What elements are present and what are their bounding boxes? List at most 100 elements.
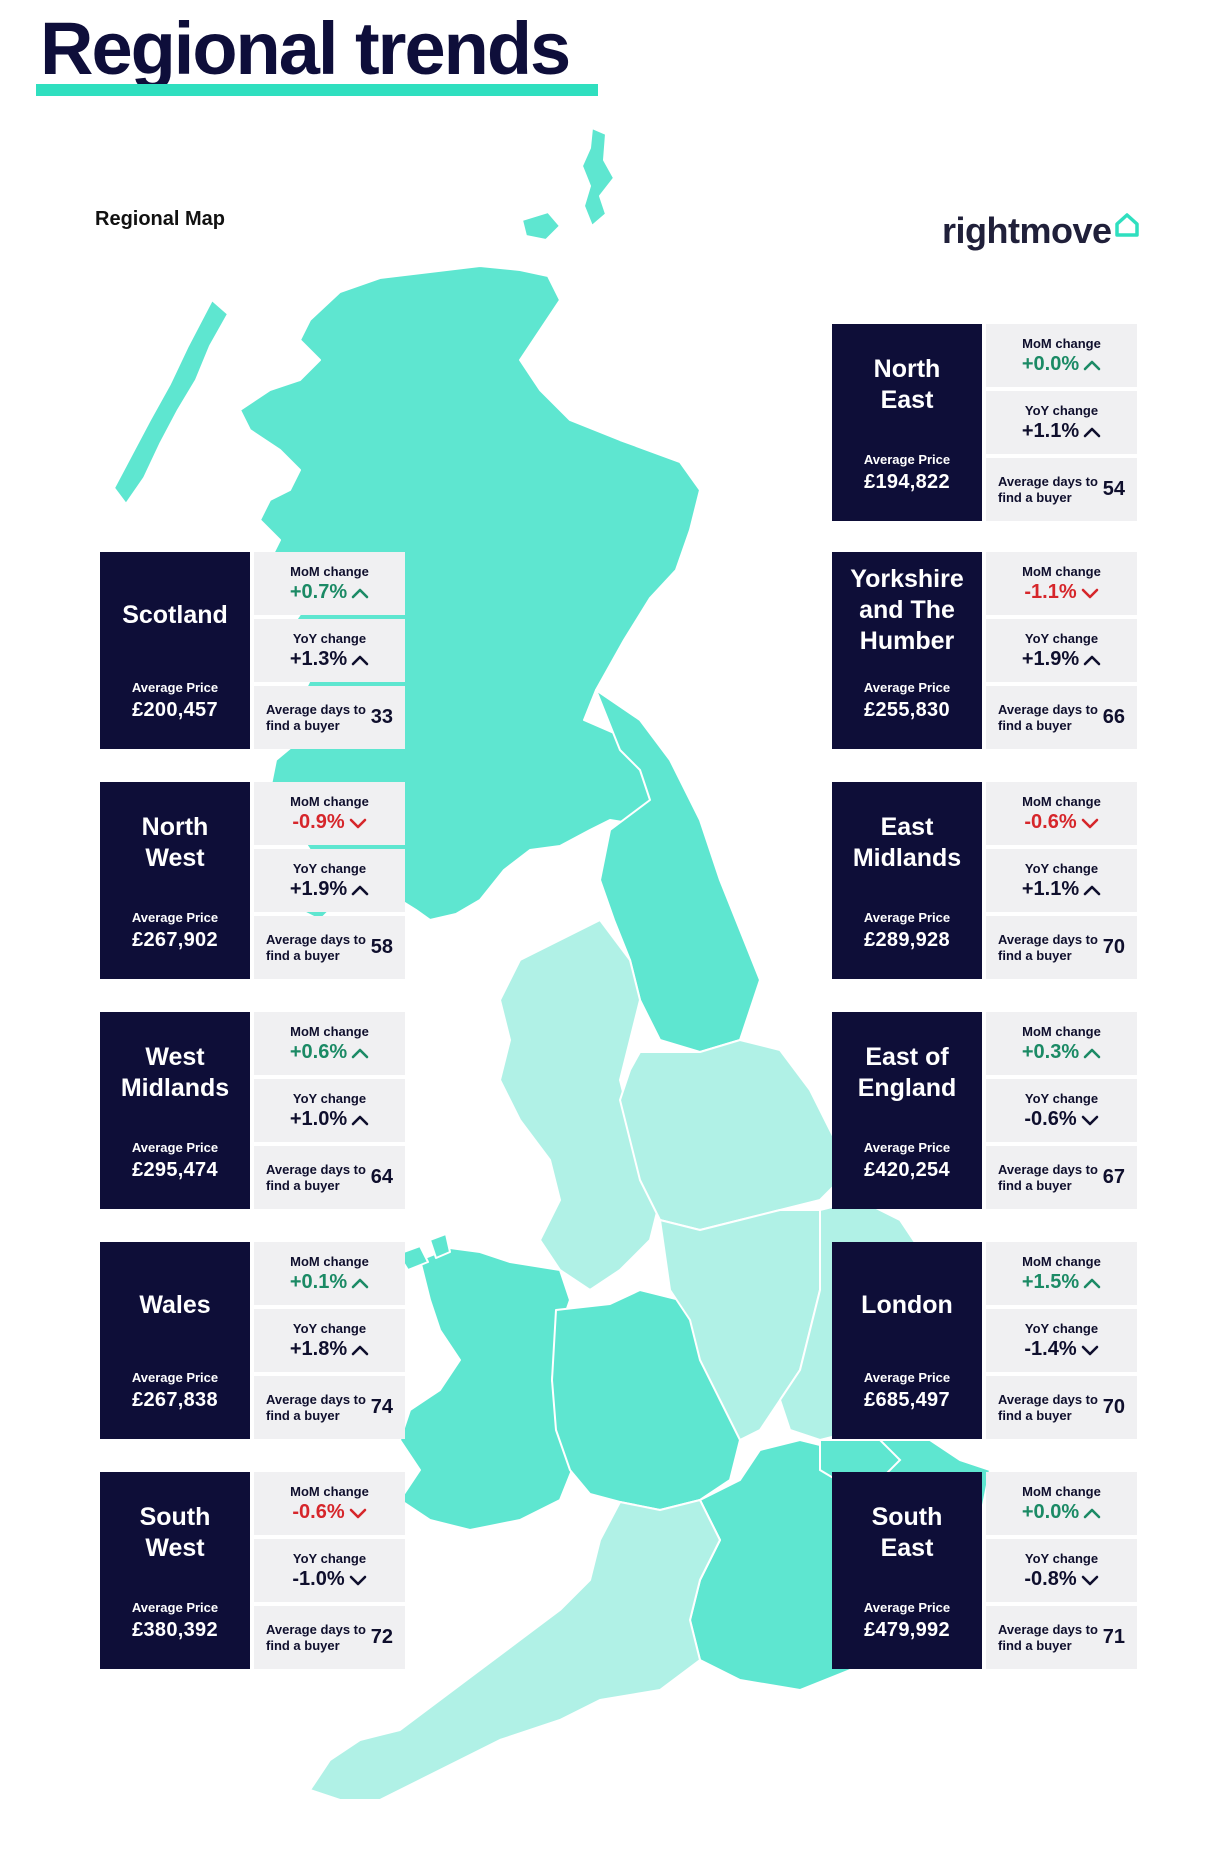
mom-change-value: -1.1% [986,581,1137,604]
wales-region [399,1247,577,1531]
mom-change-value: +0.1% [254,1271,405,1294]
days-to-find-buyer-label: Average days to find a buyer [998,932,1098,963]
yoy-change-box: YoY change +1.8% [254,1309,405,1372]
days-to-find-buyer-label: Average days to find a buyer [266,1622,366,1653]
chevron-up-icon [351,655,369,666]
days-to-find-buyer-value: 72 [370,1626,393,1648]
yoy-change-label: YoY change [292,861,367,876]
average-price-value: £685,497 [864,1389,950,1411]
days-to-find-buyer-value: 64 [370,1166,393,1188]
mom-change-label: MoM change [290,794,369,809]
average-price-value: £420,254 [864,1159,950,1181]
yoy-change-value: +1.1% [986,420,1137,443]
yoy-change-label: YoY change [1024,1091,1099,1106]
mom-change-value: -0.6% [254,1501,405,1524]
chevron-up-icon [1083,655,1101,666]
mom-change-value: +1.5% [986,1271,1137,1294]
region-card: South West Average Price £380,392 MoM change… [100,1472,405,1669]
region-header: London Average Price £685,497 [832,1242,982,1439]
chevron-down-icon [349,1575,366,1586]
average-price-value: £200,457 [132,699,218,721]
house-icon [1115,213,1139,237]
region-name: Wales [139,1291,211,1319]
average-price-value: £194,822 [864,471,950,493]
yoy-change-box: YoY change -1.0% [254,1539,405,1602]
days-to-find-buyer-value: 67 [1102,1166,1125,1188]
yoy-change-value: +1.0% [254,1108,405,1131]
chevron-up-icon [351,1048,369,1059]
yoy-change-box: YoY change +1.0% [254,1079,405,1142]
region-name: North West [141,813,209,872]
mom-change-box: MoM change +0.0% [986,324,1137,387]
chevron-down-icon [1081,1575,1098,1586]
region-name: London [861,1291,953,1319]
mom-change-label: MoM change [1022,1024,1101,1039]
days-to-find-buyer-box: Average days to find a buyer 70 [986,916,1137,979]
days-to-find-buyer-value: 58 [370,936,393,958]
days-to-find-buyer-box: Average days to find a buyer 67 [986,1146,1137,1209]
yoy-change-box: YoY change +1.3% [254,619,405,682]
region-header: Scotland Average Price £200,457 [100,552,250,749]
mom-change-label: MoM change [290,564,369,579]
region-card: London Average Price £685,497 MoM change +1.… [832,1242,1137,1439]
region-card: East of England Average Price £420,254 MoM c… [832,1012,1137,1209]
mom-change-value: -0.6% [986,811,1137,834]
chevron-up-icon [351,1115,369,1126]
region-name: North East [873,355,941,414]
days-to-find-buyer-label: Average days to find a buyer [266,1162,366,1193]
days-to-find-buyer-label: Average days to find a buyer [266,702,366,733]
chevron-up-icon [351,1278,369,1289]
region-card: East Midlands Average Price £289,928 MoM cha… [832,782,1137,979]
mom-change-box: MoM change +0.7% [254,552,405,615]
days-to-find-buyer-value: 66 [1102,706,1125,728]
mom-change-label: MoM change [1022,336,1101,351]
days-to-find-buyer-box: Average days to find a buyer 58 [254,916,405,979]
mom-change-box: MoM change -0.6% [254,1472,405,1535]
yoy-change-box: YoY change +1.1% [986,391,1137,454]
days-to-find-buyer-label: Average days to find a buyer [998,1392,1098,1423]
average-price-label: Average Price [863,680,951,695]
yoy-change-box: YoY change -0.8% [986,1539,1137,1602]
average-price-value: £289,928 [864,929,950,951]
average-price-label: Average Price [863,452,951,467]
region-header: East Midlands Average Price £289,928 [832,782,982,979]
mom-change-label: MoM change [290,1484,369,1499]
chevron-up-icon [1083,1048,1101,1059]
mom-change-label: MoM change [1022,794,1101,809]
region-card: South East Average Price £479,992 MoM change… [832,1472,1137,1669]
orkney-islands [521,211,561,241]
title-underline [36,84,598,96]
region-name: South West [139,1503,211,1562]
chevron-up-icon [1083,885,1101,896]
yoy-change-box: YoY change -1.4% [986,1309,1137,1372]
yoy-change-label: YoY change [292,1551,367,1566]
average-price-value: £295,474 [132,1159,218,1181]
days-to-find-buyer-box: Average days to find a buyer 64 [254,1146,405,1209]
south-west-region [309,1499,721,1801]
region-card: West Midlands Average Price £295,474 MoM cha… [100,1012,405,1209]
mom-change-box: MoM change +0.6% [254,1012,405,1075]
mom-change-label: MoM change [1022,1484,1101,1499]
days-to-find-buyer-label: Average days to find a buyer [998,1162,1098,1193]
yoy-change-label: YoY change [292,631,367,646]
yoy-change-value: -1.0% [254,1568,405,1591]
mom-change-label: MoM change [290,1254,369,1269]
days-to-find-buyer-box: Average days to find a buyer 54 [986,458,1137,521]
yoy-change-value: +1.3% [254,648,405,671]
mom-change-box: MoM change +0.3% [986,1012,1137,1075]
average-price-label: Average Price [131,1370,219,1385]
days-to-find-buyer-box: Average days to find a buyer 72 [254,1606,405,1669]
chevron-up-icon [1083,427,1101,438]
yoy-change-box: YoY change +1.9% [986,619,1137,682]
days-to-find-buyer-value: 33 [370,706,393,728]
isle-of-man [429,1233,451,1259]
mom-change-box: MoM change +0.1% [254,1242,405,1305]
yoy-change-label: YoY change [292,1321,367,1336]
outer-hebrides [113,299,229,505]
mom-change-value: +0.0% [986,1501,1137,1524]
region-header: Wales Average Price £267,838 [100,1242,250,1439]
average-price-label: Average Price [863,1140,951,1155]
north-east-region [595,689,761,1053]
mom-change-value: +0.3% [986,1041,1137,1064]
